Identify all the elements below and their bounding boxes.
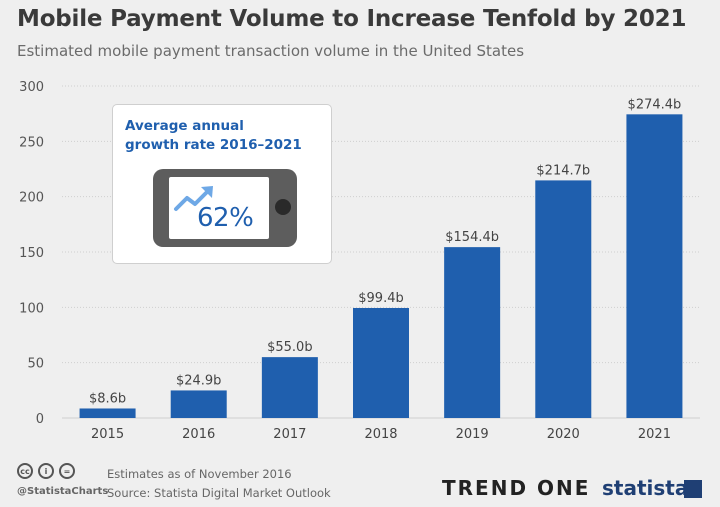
- y-tick-label: 250: [19, 135, 44, 150]
- statista-mark-icon: [684, 480, 702, 498]
- bar-2019: [444, 247, 501, 418]
- data-label-2020: $214.7b: [536, 163, 590, 178]
- bar-2021: [626, 114, 683, 419]
- growth-callout: Average annual growth rate 2016–2021 62%: [112, 104, 332, 264]
- growth-rate-value: 62%: [197, 203, 254, 233]
- creative-commons-icon[interactable]: cc: [17, 463, 33, 479]
- x-tick-label-2015: 2015: [91, 427, 124, 442]
- bar-2020: [535, 180, 592, 418]
- y-tick-label: 50: [27, 357, 44, 372]
- data-label-2017: $55.0b: [267, 340, 312, 355]
- footer-notes: Estimates as of November 2016 Source: St…: [107, 465, 331, 503]
- source-note: Source: Statista Digital Market Outlook: [107, 486, 331, 500]
- x-tick-label-2019: 2019: [456, 427, 489, 442]
- x-tick-label-2017: 2017: [273, 427, 306, 442]
- y-tick-label: 150: [19, 246, 44, 261]
- callout-label: Average annual growth rate 2016–2021: [125, 117, 302, 155]
- y-tick-label: 200: [19, 191, 44, 206]
- y-tick-label: 0: [36, 412, 44, 427]
- y-tick-label: 300: [19, 80, 44, 95]
- data-label-2018: $99.4b: [358, 291, 403, 306]
- chart-subtitle: Estimated mobile payment transaction vol…: [17, 42, 525, 60]
- data-label-2016: $24.9b: [176, 373, 221, 388]
- phone-icon: 62%: [153, 169, 297, 247]
- data-label-2021: $274.4b: [628, 97, 682, 112]
- x-tick-label-2018: 2018: [364, 427, 397, 442]
- chart-title: Mobile Payment Volume to Increase Tenfol…: [17, 6, 687, 32]
- trendone-logo: TREND ONE: [442, 476, 591, 500]
- bar-chart: 0 50 100 150 200 250 300 $8.6b 2015 $24.9b 2016 $55…: [19, 80, 700, 442]
- x-tick-label-2020: 2020: [547, 427, 580, 442]
- data-label-2015: $8.6b: [89, 391, 126, 406]
- y-tick-label: 100: [19, 301, 44, 316]
- license-icons: cc i =: [17, 463, 75, 479]
- callout-line-1: Average annual: [125, 118, 244, 134]
- callout-line-2: growth rate 2016–2021: [125, 137, 302, 153]
- bar-2018: [353, 307, 409, 418]
- data-label-2019: $154.4b: [445, 230, 499, 245]
- bar-2017: [261, 357, 318, 418]
- statista-logo: statista: [602, 476, 689, 500]
- x-tick-label-2021: 2021: [638, 427, 671, 442]
- social-handle[interactable]: @StatistaCharts: [17, 486, 109, 497]
- attribution-icon[interactable]: i: [38, 463, 54, 479]
- x-tick-label-2016: 2016: [182, 427, 215, 442]
- trend-up-arrow-icon: [174, 186, 213, 211]
- estimate-note: Estimates as of November 2016: [107, 467, 292, 481]
- bar-2016: [170, 390, 227, 418]
- bar-2015: [79, 408, 136, 418]
- phone-home-button: [275, 199, 291, 215]
- no-derivatives-icon[interactable]: =: [59, 463, 75, 479]
- phone-screen: 62%: [169, 177, 269, 239]
